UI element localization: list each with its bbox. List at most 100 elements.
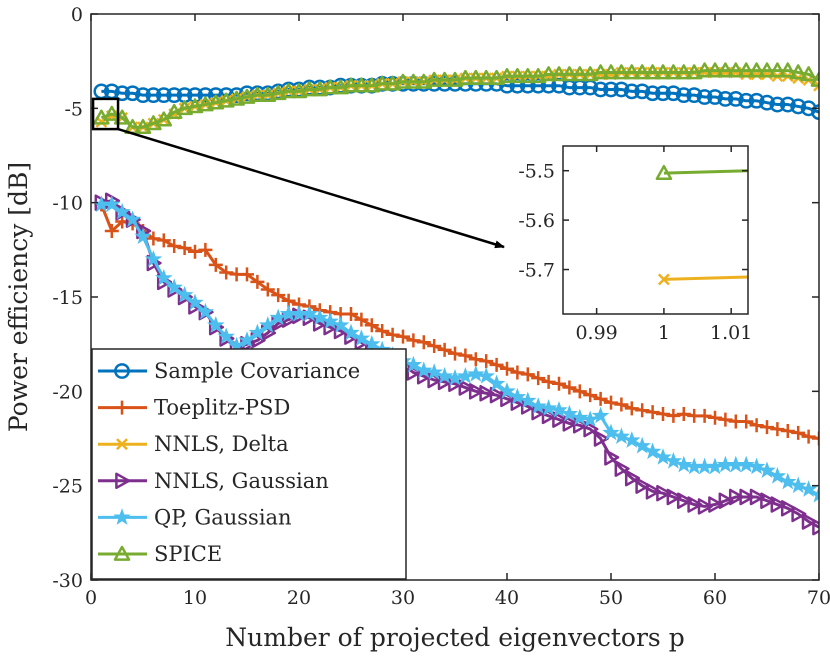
y-tick-label: -25: [52, 476, 83, 498]
data-point-toeplitz-psd: [427, 339, 442, 354]
data-point-sample-covariance: [790, 98, 807, 115]
legend-swatch-marker: [116, 438, 128, 451]
data-point-qp-gaussian: [175, 285, 194, 303]
data-point-qp-gaussian: [508, 387, 527, 405]
data-point-sample-covariance: [530, 77, 547, 94]
data-point-toeplitz-psd: [364, 318, 379, 333]
y-tick-label: -15: [52, 287, 83, 309]
data-point-nnls-gaussian: [728, 488, 745, 506]
data-point-qp-gaussian: [331, 316, 350, 333]
data-point-spice: [467, 69, 485, 85]
data-point-spice: [259, 86, 277, 102]
data-point-toeplitz-psd: [791, 425, 806, 440]
data-point-toeplitz-psd: [593, 391, 608, 406]
data-point-qp-gaussian: [602, 423, 620, 441]
data-point-sample-covariance: [114, 85, 131, 102]
data-point-qp-gaussian: [675, 455, 693, 473]
legend-label: SPICE: [154, 542, 222, 566]
data-point-toeplitz-psd: [468, 352, 483, 367]
data-point-toeplitz-psd: [676, 406, 691, 421]
x-tick-label: 20: [287, 587, 311, 609]
data-point-sample-covariance: [197, 87, 214, 104]
data-point-toeplitz-psd: [448, 346, 462, 361]
data-point-qp-gaussian: [321, 312, 339, 329]
data-point-spice: [488, 69, 505, 85]
data-point-toeplitz-psd: [396, 329, 410, 344]
inset-data-point-nnls-delta: [657, 273, 670, 286]
data-point-nnls-gaussian: [780, 500, 797, 517]
data-point-spice: [321, 79, 339, 95]
data-point-qp-gaussian: [134, 227, 152, 245]
data-point-spice: [176, 100, 193, 116]
y-tick-label: -30: [52, 570, 83, 592]
data-point-qp-gaussian: [737, 455, 755, 473]
data-point-qp-gaussian: [768, 467, 787, 484]
data-point-spice: [602, 64, 620, 80]
data-point-spice: [696, 62, 713, 78]
data-point-qp-gaussian: [144, 250, 163, 267]
legend-item-nnls-delta: NNLS, Delta: [98, 432, 289, 456]
inset-y-tick-label: -5.5: [518, 161, 555, 183]
x-axis-label: Number of projected eigenvectors p: [225, 623, 684, 652]
data-point-spice: [800, 66, 817, 82]
legend-item-qp-gaussian: QP, Gaussian: [98, 505, 292, 529]
data-point-toeplitz-psd: [219, 265, 234, 280]
data-point-qp-gaussian: [155, 268, 173, 286]
x-tick-label: 50: [599, 587, 623, 609]
data-point-qp-gaussian: [758, 461, 776, 478]
data-point-qp-gaussian: [363, 334, 381, 352]
data-point-nnls-gaussian: [749, 488, 765, 506]
data-point-sample-covariance: [145, 87, 162, 104]
data-point-toeplitz-psd: [583, 388, 598, 403]
data-point-nnls-gaussian: [666, 488, 682, 506]
data-point-spice: [633, 64, 651, 80]
data-point-qp-gaussian: [207, 316, 225, 333]
data-point-spice: [758, 62, 776, 78]
data-point-spice: [769, 62, 786, 78]
zoom-region-box: [91, 97, 120, 131]
data-point-nnls-gaussian: [760, 492, 776, 510]
data-point-qp-gaussian: [799, 480, 818, 497]
data-point-nnls-gaussian: [624, 469, 641, 487]
data-point-qp-gaussian: [238, 331, 256, 348]
data-point-spice: [509, 68, 526, 84]
legend-box: [91, 348, 407, 580]
data-point-qp-gaussian: [498, 382, 516, 399]
data-point-sample-covariance: [665, 85, 682, 102]
data-point-spice: [810, 71, 819, 87]
x-tick-label: 40: [495, 587, 519, 609]
zoom-arrow: [117, 127, 505, 249]
data-point-toeplitz-psd: [104, 223, 119, 238]
data-point-spice: [186, 98, 204, 114]
data-point-sample-covariance: [748, 92, 765, 109]
inset-data-point-spice: [655, 164, 673, 181]
data-point-qp-gaussian: [581, 410, 599, 428]
data-point-nnls-gaussian: [687, 496, 703, 513]
data-point-toeplitz-psd: [406, 333, 421, 348]
data-point-sample-covariance: [124, 85, 141, 102]
data-point-toeplitz-psd: [354, 312, 369, 327]
data-point-qp-gaussian: [352, 329, 371, 346]
legend-label: NNLS, Gaussian: [154, 469, 329, 493]
legend-swatch-marker: [115, 472, 131, 490]
data-point-qp-gaussian: [654, 448, 672, 465]
data-point-qp-gaussian: [123, 210, 142, 228]
data-point-toeplitz-psd: [458, 348, 473, 363]
legend-item-sample-covariance: Sample Covariance: [98, 359, 360, 383]
data-point-spice: [405, 73, 422, 89]
y-axis-label: Power efficiency [dB]: [4, 162, 33, 432]
x-tick-label: 60: [703, 587, 727, 609]
data-point-sample-covariance: [519, 77, 536, 94]
inset-axes-box: [562, 145, 749, 315]
data-point-sample-covariance: [592, 81, 609, 98]
data-point-qp-gaussian: [519, 391, 537, 409]
data-point-toeplitz-psd: [531, 371, 546, 386]
data-point-nnls-gaussian: [812, 518, 819, 536]
data-point-spice: [519, 68, 537, 84]
data-point-spice: [290, 83, 308, 99]
data-point-toeplitz-psd: [666, 408, 681, 423]
data-point-toeplitz-psd: [177, 240, 192, 255]
data-point-spice: [238, 88, 256, 104]
data-point-toeplitz-psd: [562, 380, 577, 395]
